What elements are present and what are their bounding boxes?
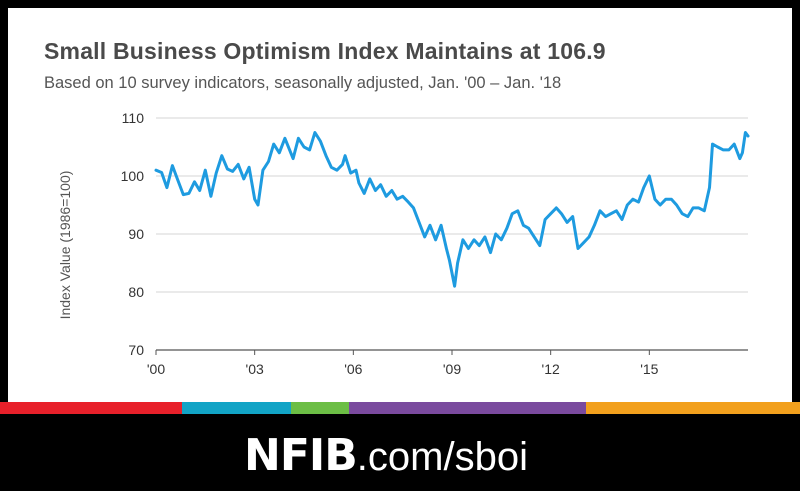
y-axis-label: Index Value (1986=100) [57,171,73,320]
chart-title: Small Business Optimism Index Maintains … [44,38,606,64]
series-line-optimism-index [154,131,750,288]
y-tick-label-80: 80 [128,284,144,300]
nfib-logo[interactable]: NFIB.com/sboi [244,434,528,478]
chart-card: Small Business Optimism Index Maintains … [8,8,792,402]
x-tick-label-2000: '00 [147,361,165,377]
y-axis-ticks: 70 80 90 100 110 [121,110,145,358]
x-tick-label-2006: '06 [344,361,362,377]
x-axis-ticks: '00 '03 '06 '09 '12 '15 [147,350,659,377]
color-bar-segment-4 [349,402,586,414]
y-tick-label-100: 100 [121,168,145,184]
chart-subtitle: Based on 10 survey indicators, seasonall… [44,74,562,92]
brand-url: .com/sboi [356,435,528,479]
y-tick-label-110: 110 [122,110,145,126]
color-bar-segment-3 [291,402,349,414]
x-tick-label-2009: '09 [443,361,461,377]
x-tick-label-2015: '15 [640,361,658,377]
brand-name: NFIB [244,430,358,481]
y-tick-label-70: 70 [128,342,144,358]
brand-color-bar [0,402,800,414]
color-bar-segment-5 [586,402,800,414]
x-tick-label-2003: '03 [246,361,264,377]
x-tick-label-2012: '12 [542,361,560,377]
color-bar-segment-2 [182,402,291,414]
gridlines [156,117,748,293]
line-chart: 70 80 90 100 110 '00 '03 '06 '09 '12 '15 Index Va… [57,110,750,377]
y-tick-label-90: 90 [128,226,144,242]
color-bar-segment-1 [0,402,182,414]
footer: NFIB.com/sboi [0,414,800,491]
